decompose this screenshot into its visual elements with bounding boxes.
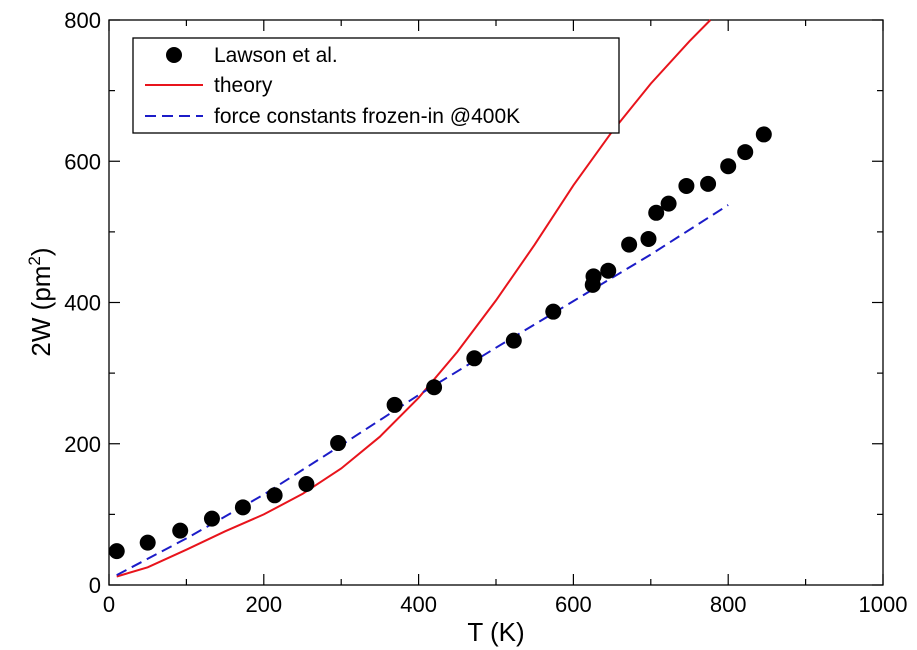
y-axis-title: 2W (pm2) (25, 247, 56, 356)
data-point (108, 543, 125, 560)
axis-tick-labels: 0 200 400 600 800 1000 0 200 400 600 800 (64, 8, 907, 617)
legend-marker-lawson (166, 47, 182, 63)
y-axis-title-main: 2W (pm (26, 266, 56, 357)
y-tick-label: 600 (64, 149, 101, 174)
data-point (203, 510, 220, 527)
data-point (505, 332, 522, 349)
data-point (426, 379, 443, 396)
data-point (545, 303, 562, 320)
legend-box (132, 37, 620, 134)
x-axis-title: T (K) (467, 617, 524, 647)
data-point (172, 522, 189, 539)
data-point (466, 350, 483, 367)
legend: Lawson et al. theory force constants fro… (132, 37, 620, 134)
data-point (600, 262, 617, 279)
y-axis-title-sup: 2 (25, 256, 44, 265)
series-layer (108, 19, 772, 578)
y-tick-label: 200 (64, 432, 101, 457)
legend-label-frozen: force constants frozen-in @400K (214, 105, 520, 128)
data-point (700, 175, 717, 192)
y-tick-label: 800 (64, 8, 101, 33)
legend-label-lawson: Lawson et al. (214, 44, 338, 67)
y-axis-title-close: ) (26, 247, 56, 256)
data-point (737, 144, 754, 161)
x-tick-label: 1000 (859, 592, 908, 617)
data-point (386, 396, 403, 413)
data-point (660, 195, 677, 212)
data-point (234, 499, 251, 516)
data-point (298, 476, 315, 493)
data-point (585, 268, 602, 285)
x-tick-label: 0 (103, 592, 115, 617)
x-tick-label: 200 (245, 592, 282, 617)
data-point (139, 534, 156, 551)
series-line-theory (116, 19, 712, 578)
data-point (720, 158, 737, 175)
y-tick-label: 400 (64, 291, 101, 316)
x-tick-label: 400 (400, 592, 437, 617)
x-tick-label: 800 (710, 592, 747, 617)
data-point (755, 126, 772, 143)
axis-ticks (108, 19, 884, 586)
legend-label-theory: theory (214, 74, 273, 97)
x-tick-label: 600 (555, 592, 592, 617)
y-tick-label: 0 (89, 573, 101, 598)
data-point (648, 204, 665, 221)
data-point (621, 236, 638, 253)
data-point (640, 230, 657, 247)
data-point (330, 435, 347, 452)
data-point (678, 177, 695, 194)
data-point (266, 487, 283, 504)
